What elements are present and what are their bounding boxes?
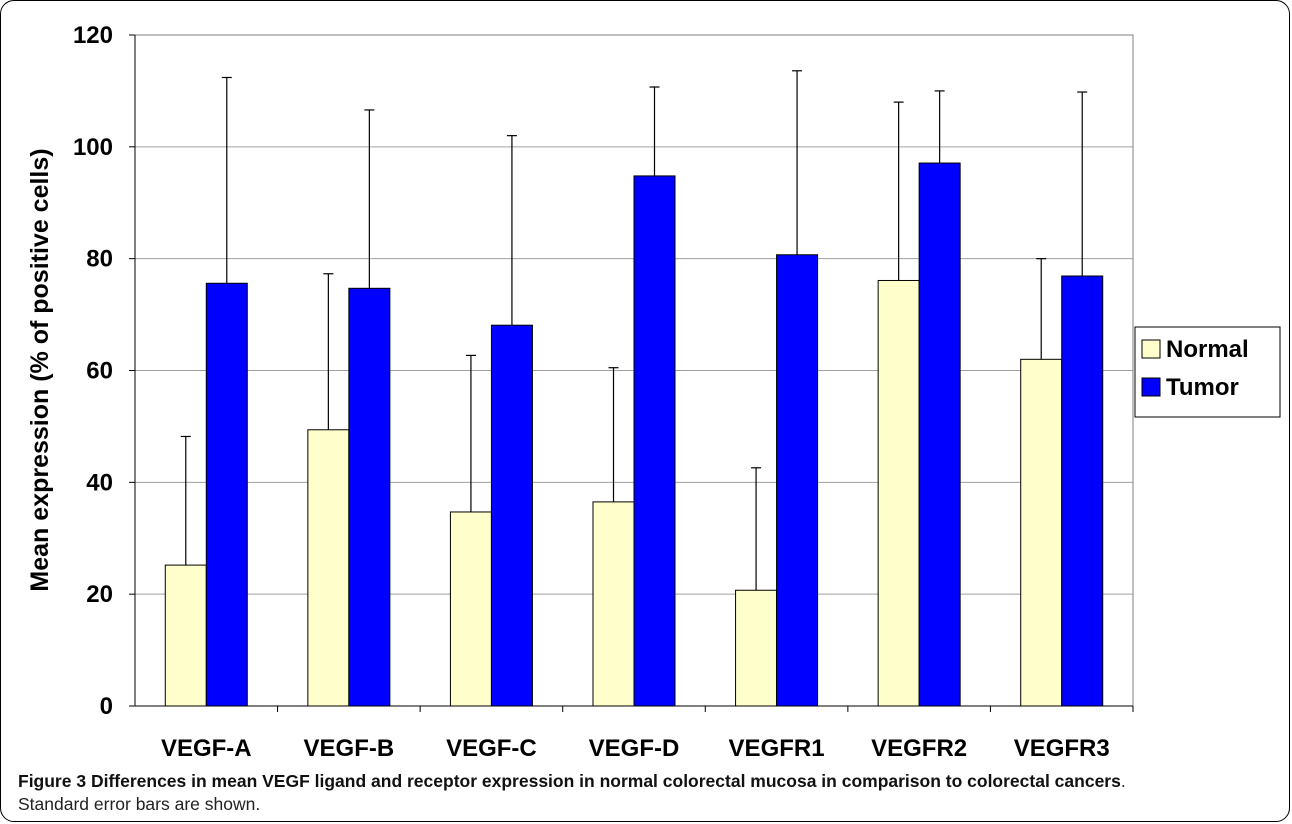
bar-normal-vegf-c bbox=[449, 511, 492, 707]
bar-tumor-vegf-a bbox=[205, 282, 248, 707]
caption-text: Standard error bars are shown. bbox=[18, 794, 261, 814]
caption-label: Figure 3 bbox=[18, 771, 87, 791]
y-tick-label: 120 bbox=[73, 22, 113, 49]
y-tick-label: 40 bbox=[86, 469, 113, 496]
y-tick-labels: 0 20 40 60 80 100 120 bbox=[73, 22, 113, 720]
x-category-label: VEGF-D bbox=[589, 735, 680, 762]
bar-normal-vegf-a bbox=[164, 564, 207, 707]
error-bars bbox=[180, 70, 1088, 591]
bar-normal-vegfr2 bbox=[877, 279, 920, 707]
legend: Normal Tumor bbox=[1134, 326, 1281, 418]
x-category-label: VEGFR2 bbox=[871, 735, 967, 762]
figure-caption: Figure 3 Differences in mean VEGF ligand… bbox=[18, 771, 1126, 814]
bar-tumor-vegf-d bbox=[633, 175, 676, 707]
bar-chart: 0 20 40 60 80 100 120 VEGF-A VEGF-B VEGF-C VEGF-D… bbox=[26, 22, 1281, 762]
bar-tumor-vegf-b bbox=[348, 287, 391, 707]
y-axis-title: Mean expression (% of positive cells) bbox=[26, 148, 54, 591]
y-tick-label: 0 bbox=[100, 693, 113, 720]
x-category-label: VEGF-B bbox=[304, 735, 395, 762]
legend-label-tumor: Tumor bbox=[1166, 374, 1239, 401]
bar-normal-vegfr3 bbox=[1020, 358, 1063, 707]
x-category-label: VEGFR1 bbox=[729, 735, 825, 762]
y-tick-label: 20 bbox=[86, 581, 113, 608]
x-category-label: VEGF-C bbox=[446, 735, 537, 762]
y-tick-label: 60 bbox=[86, 358, 113, 385]
bars bbox=[164, 162, 1104, 707]
bar-tumor-vegfr2 bbox=[918, 162, 961, 707]
legend-swatch-normal bbox=[1141, 339, 1161, 359]
x-category-labels: VEGF-A VEGF-B VEGF-C VEGF-D VEGFR1 VEGFR2 VEGF… bbox=[161, 735, 1110, 762]
axes bbox=[129, 34, 1134, 712]
legend-swatch-tumor bbox=[1141, 377, 1161, 397]
bar-normal-vegfr1 bbox=[735, 589, 778, 707]
bar-normal-vegf-d bbox=[592, 501, 635, 707]
bar-tumor-vegf-c bbox=[490, 324, 533, 707]
caption-title: Differences in mean VEGF ligand and rece… bbox=[90, 771, 1121, 791]
bar-tumor-vegfr1 bbox=[776, 254, 819, 707]
bar-normal-vegf-b bbox=[307, 429, 350, 707]
x-category-label: VEGFR3 bbox=[1014, 735, 1110, 762]
y-tick-label: 100 bbox=[73, 134, 113, 161]
x-category-label: VEGF-A bbox=[161, 735, 252, 762]
legend-label-normal: Normal bbox=[1166, 336, 1249, 363]
bar-tumor-vegfr3 bbox=[1061, 275, 1104, 707]
y-tick-label: 80 bbox=[86, 246, 113, 273]
